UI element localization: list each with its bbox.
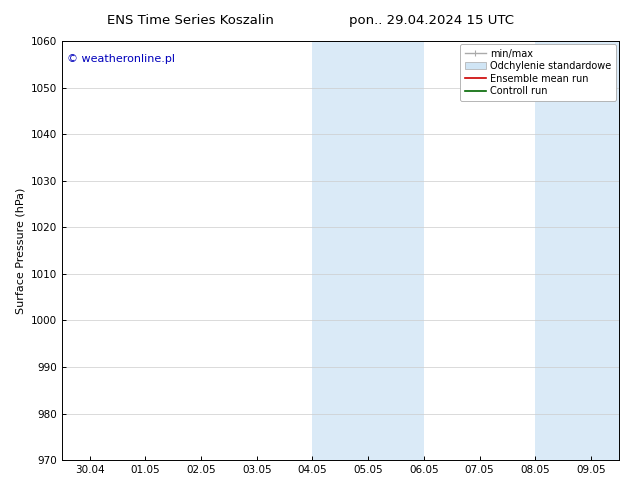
Legend: min/max, Odchylenie standardowe, Ensemble mean run, Controll run: min/max, Odchylenie standardowe, Ensembl… bbox=[460, 44, 616, 101]
Text: © weatheronline.pl: © weatheronline.pl bbox=[67, 53, 175, 64]
Text: ENS Time Series Koszalin: ENS Time Series Koszalin bbox=[107, 14, 274, 27]
Bar bbox=[313, 41, 424, 460]
Bar bbox=[535, 41, 619, 460]
Text: pon.. 29.04.2024 15 UTC: pon.. 29.04.2024 15 UTC bbox=[349, 14, 514, 27]
Y-axis label: Surface Pressure (hPa): Surface Pressure (hPa) bbox=[15, 187, 25, 314]
